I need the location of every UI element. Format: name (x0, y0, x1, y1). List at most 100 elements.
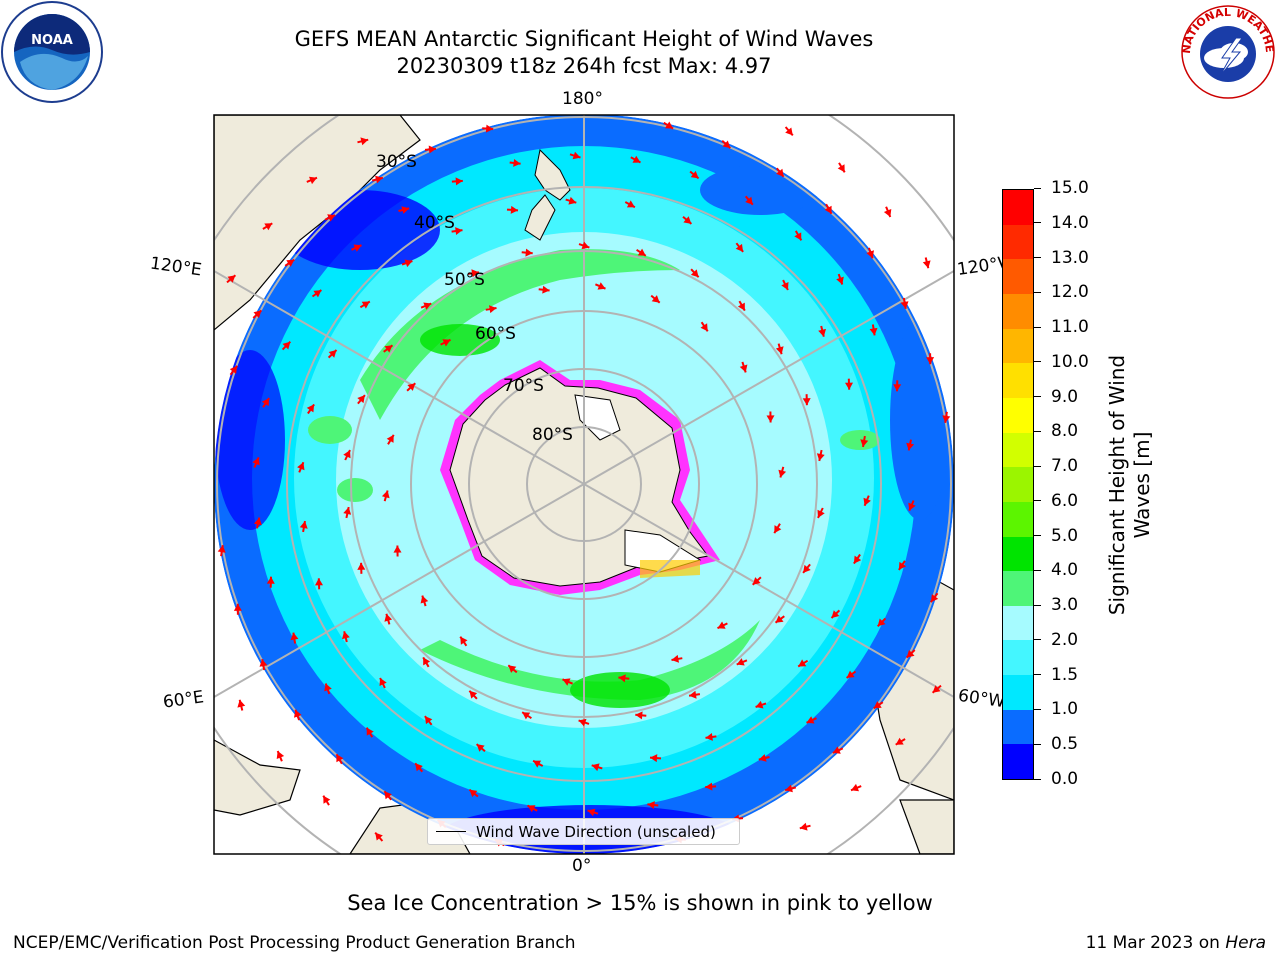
wave-direction-arrowhead (717, 621, 726, 629)
wave-direction-arrowhead (276, 751, 285, 759)
colorbar-segment (1003, 294, 1033, 329)
wave-direction-arrowhead (401, 206, 410, 214)
lon-label-0: 0° (572, 856, 592, 876)
wave-direction-arrowhead (562, 678, 571, 686)
wave-direction-arrowhead (735, 243, 744, 252)
wave-direction-arrowhead (774, 525, 782, 534)
wave-direction-arrowhead (632, 155, 641, 163)
wave-direction-arrowhead (324, 683, 332, 692)
wave-direction-arrowhead (798, 659, 807, 667)
wave-direction-arrowhead (908, 502, 916, 511)
wave-direction-arrowhead (357, 395, 365, 404)
wave-direction-arrowhead (508, 665, 517, 673)
colorbar-tick-label: 15.0 (1034, 178, 1089, 198)
nws-logo-icon: NATIONAL WEATHER SERVICE (1176, 0, 1276, 99)
wave-direction-arrowhead (895, 737, 904, 745)
wave-direction-arrowhead (336, 754, 344, 763)
wave-direction-arrowhead (253, 517, 262, 526)
wave-direction-arrowhead (752, 577, 761, 585)
wave-direction-arrowhead (837, 164, 845, 173)
wave-direction-arrowhead (384, 791, 392, 800)
colorbar-tick-label: 8.0 (1034, 421, 1078, 441)
wave-direction-arrowhead (647, 801, 655, 809)
colorbar-segment (1003, 363, 1033, 398)
wave-direction-arrowhead (922, 260, 931, 269)
wave-direction-arrowhead (700, 323, 708, 332)
wave-direction-arrowhead (313, 290, 322, 298)
colorbar-tick-label: 3.0 (1034, 595, 1078, 615)
wave-direction-arrowhead (591, 763, 600, 772)
wave-direction-arrowhead (407, 383, 416, 391)
wave-direction-arrowhead (381, 490, 390, 499)
colorbar-tick-label: 12.0 (1034, 282, 1089, 302)
wave-direction-arrowhead (799, 822, 808, 831)
colorbar-segment (1003, 501, 1033, 537)
wave-direction-arrowhead (428, 145, 436, 154)
wave-direction-arrowhead (776, 168, 784, 177)
wave-direction-arrowhead (877, 618, 886, 627)
wave-direction-arrowhead (375, 832, 383, 841)
noaa-logo-text: NOAA (31, 33, 73, 48)
noaa-logo-icon: NOAA (1, 1, 103, 103)
colorbar-tick-label: 11.0 (1034, 317, 1089, 337)
wave-direction-arrowhead (665, 121, 674, 129)
legend-label: Wind Wave Direction (unscaled) (476, 822, 716, 841)
wave-direction-arrowhead (745, 196, 753, 205)
wave-direction-arrowhead (327, 214, 336, 222)
wave-direction-arrowhead (525, 248, 533, 257)
wave-direction-arrowhead (832, 746, 841, 754)
wave-direction-arrowhead (846, 670, 855, 678)
colorbar-segment (1003, 744, 1033, 779)
colorbar-tick-label: 4.0 (1034, 560, 1078, 580)
wave-direction-arrowhead (533, 760, 542, 768)
wave-direction-arrowhead (297, 462, 305, 471)
wave-direction-arrowhead (845, 382, 853, 390)
wave-direction-arrowhead (259, 659, 268, 667)
wave-direction-arrowhead (816, 453, 825, 461)
wave-direction-arrowhead (522, 712, 531, 720)
wave-direction-arrowhead (866, 250, 874, 259)
lat-label-60s: 60°S (475, 324, 516, 344)
colorbar-tick-label: 6.0 (1034, 491, 1078, 511)
lat-label-70s: 70°S (503, 376, 544, 396)
wave-direction-arrowhead (775, 615, 784, 623)
wave-direction-arrowhead (722, 140, 731, 149)
wave-direction-arrowhead (343, 507, 352, 515)
lon-label-180: 180° (562, 89, 603, 109)
wave-direction-arrowhead (690, 170, 699, 179)
colorbar-label: Significant Height of Wind Waves [m] (1105, 354, 1154, 616)
wave-direction-arrowhead (424, 716, 433, 725)
wave-direction-arrowhead (469, 789, 478, 798)
wave-direction-arrowhead (264, 223, 273, 231)
wave-direction-arrowhead (785, 784, 793, 793)
colorbar-tick-label: 1.0 (1034, 699, 1078, 719)
wave-direction-arrowhead (455, 177, 463, 186)
wave-direction-arrowhead (361, 301, 370, 309)
wave-direction-arrowhead (942, 415, 951, 423)
wave-direction-arrowhead (460, 636, 468, 645)
wave-direction-arrowhead (824, 205, 832, 214)
wave-direction-arrowhead (384, 613, 393, 622)
lat-label-30s: 30°S (376, 152, 417, 172)
footer-date: 11 Mar 2023 on Hera (1086, 933, 1266, 953)
wave-direction-arrowhead (229, 365, 238, 374)
colorbar-tick-label: 9.0 (1034, 387, 1078, 407)
map-legend: Wind Wave Direction (unscaled) (427, 818, 740, 845)
map-frame (213, 114, 955, 855)
colorbar-tick-label: 5.0 (1034, 526, 1078, 546)
wave-direction-arrowhead (926, 357, 935, 365)
colorbar-segment (1003, 259, 1033, 295)
wave-direction-arrowhead (737, 302, 745, 311)
wave-direction-arrowhead (893, 384, 902, 392)
wave-direction-arrowhead (343, 450, 351, 459)
wave-direction-arrowhead (758, 754, 767, 762)
wave-direction-arrowhead (261, 398, 270, 407)
wave-direction-arrowhead (651, 295, 660, 303)
wave-direction-arrowhead (423, 657, 431, 666)
wave-direction-arrowhead (863, 497, 871, 506)
wave-direction-arrowhead (489, 305, 497, 314)
wave-direction-arrowhead (873, 701, 882, 709)
wave-direction-arrowhead (906, 649, 915, 658)
wave-direction-arrowhead (510, 205, 518, 214)
wave-direction-arrowhead (860, 439, 869, 447)
